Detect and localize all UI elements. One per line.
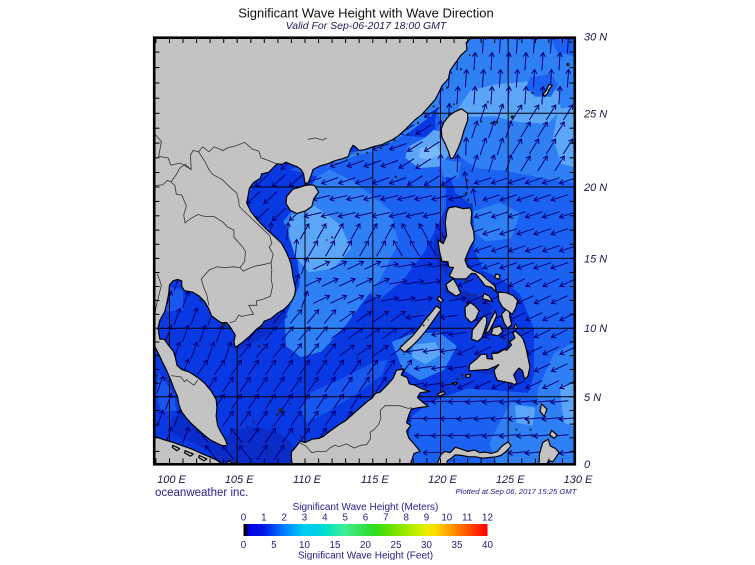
svg-text:10 N: 10 N: [584, 323, 607, 335]
svg-text:Significant Wave Height with W: Significant Wave Height with Wave Direct…: [238, 6, 494, 21]
svg-text:2: 2: [281, 513, 286, 524]
svg-text:0: 0: [584, 459, 591, 471]
svg-text:3: 3: [302, 513, 308, 524]
svg-text:0: 0: [241, 513, 247, 524]
svg-text:Significant Wave Height (Meter: Significant Wave Height (Meters): [293, 502, 439, 513]
svg-text:Significant Wave Height (Feet): Significant Wave Height (Feet): [298, 551, 433, 561]
svg-text:5: 5: [342, 513, 348, 524]
svg-text:30 N: 30 N: [584, 32, 607, 44]
svg-text:8: 8: [403, 513, 409, 524]
svg-text:12: 12: [482, 513, 493, 524]
svg-text:20: 20: [360, 540, 371, 551]
svg-text:7: 7: [383, 513, 388, 524]
svg-text:125 E: 125 E: [496, 474, 525, 486]
svg-text:130 E: 130 E: [564, 474, 593, 486]
svg-text:105 E: 105 E: [225, 474, 254, 486]
svg-text:5 N: 5 N: [584, 392, 601, 404]
svg-text:11: 11: [462, 513, 472, 524]
svg-text:Plotted at Sep 06, 2017 15:25: Plotted at Sep 06, 2017 15:25 GMT: [456, 487, 578, 496]
svg-text:100 E: 100 E: [157, 474, 186, 486]
svg-text:6: 6: [363, 513, 369, 524]
svg-text:10: 10: [299, 540, 310, 551]
svg-text:15: 15: [330, 540, 341, 551]
svg-text:110 E: 110 E: [293, 474, 322, 486]
svg-text:9: 9: [424, 513, 429, 524]
svg-text:30: 30: [421, 540, 432, 551]
svg-text:35: 35: [452, 540, 463, 551]
svg-text:1: 1: [261, 513, 266, 524]
svg-text:115 E: 115 E: [361, 474, 390, 486]
svg-text:15 N: 15 N: [584, 253, 607, 265]
svg-text:25 N: 25 N: [583, 108, 607, 120]
svg-text:25: 25: [391, 540, 402, 551]
svg-text:0: 0: [241, 540, 247, 551]
svg-text:20 N: 20 N: [583, 182, 607, 194]
svg-text:40: 40: [482, 540, 493, 551]
svg-text:120 E: 120 E: [428, 474, 457, 486]
svg-text:Valid For Sep-06-2017 18:00 GM: Valid For Sep-06-2017 18:00 GMT: [286, 20, 448, 32]
svg-text:5: 5: [271, 540, 277, 551]
svg-text:oceanweather inc.: oceanweather inc.: [155, 487, 248, 499]
svg-text:4: 4: [322, 513, 328, 524]
svg-text:10: 10: [441, 513, 452, 524]
